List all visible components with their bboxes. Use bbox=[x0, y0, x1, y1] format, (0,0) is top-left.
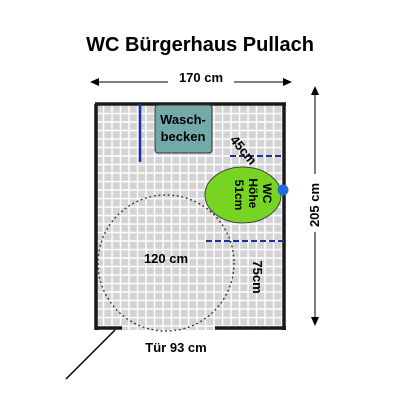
turning-circle-label: 120 cm bbox=[144, 251, 188, 266]
title: WC Bürgerhaus Pullach bbox=[86, 34, 314, 56]
wc-toilet: WC Höhe 51cm bbox=[204, 166, 282, 224]
flush-button-icon bbox=[277, 184, 289, 196]
width-dimension: 170 cm bbox=[90, 70, 292, 88]
walls bbox=[94, 102, 286, 330]
sink: Wasch- becken bbox=[154, 104, 213, 154]
door-label: Tür 93 cm bbox=[145, 340, 206, 355]
depth-dimension: 205 cm bbox=[303, 86, 327, 326]
sink-label-line2: becken bbox=[161, 129, 206, 144]
turning-circle bbox=[97, 194, 235, 332]
sink-label-line1: Wasch- bbox=[160, 112, 206, 127]
wc-label: WC Höhe 51cm bbox=[232, 178, 274, 211]
door: Tür 93 cm bbox=[65, 329, 207, 380]
depth-label: 205 cm bbox=[307, 183, 322, 227]
width-label: 170 cm bbox=[179, 70, 223, 85]
side-clearance-label: 75cm bbox=[250, 260, 265, 293]
